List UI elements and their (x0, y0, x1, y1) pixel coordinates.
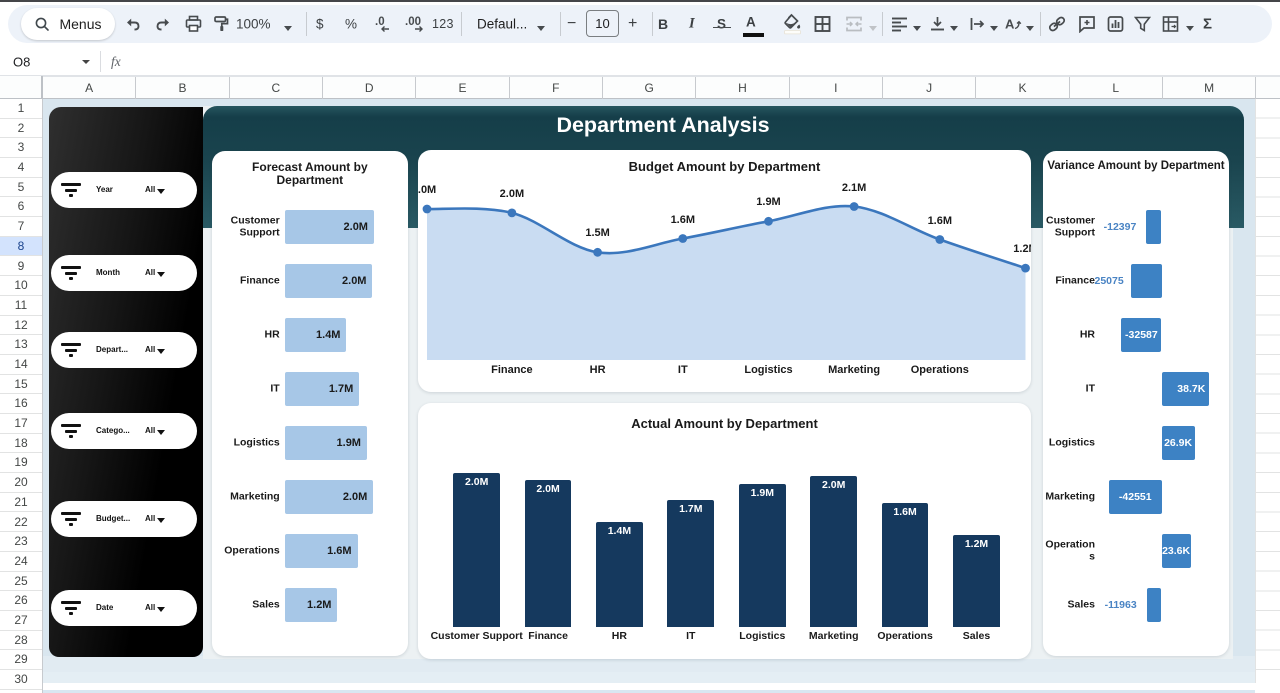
svg-text:.0: .0 (375, 16, 385, 28)
svg-text:A: A (1005, 17, 1015, 32)
svg-text:.00: .00 (405, 16, 421, 28)
